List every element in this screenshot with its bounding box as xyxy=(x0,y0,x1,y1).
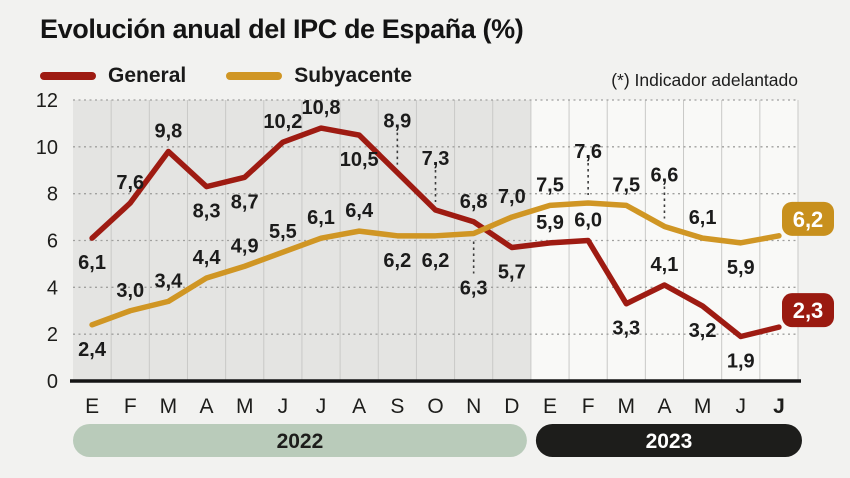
data-label-general-N10: 6,8 xyxy=(460,191,488,213)
footnote-advance-indicator: (*) Indicador adelantado xyxy=(611,70,798,90)
data-label-general-J17: 1,9 xyxy=(727,351,755,373)
data-label-general-F13: 6,0 xyxy=(574,210,602,232)
y-axis-label: 0 xyxy=(47,371,58,393)
data-label-subyacente-E0: 2,4 xyxy=(78,339,107,361)
data-label-general-F1: 7,6 xyxy=(116,172,144,194)
end-badge-label-general: 2,3 xyxy=(793,298,824,323)
data-label-subyacente-J17: 5,9 xyxy=(727,257,755,279)
data-label-subyacente-A3: 4,4 xyxy=(193,247,222,269)
year-pill-label-2023: 2023 xyxy=(646,430,693,453)
x-axis-label: J xyxy=(316,395,327,418)
end-badge-label-subyacente: 6,2 xyxy=(793,207,824,232)
data-label-general-A3: 8,3 xyxy=(193,201,221,223)
data-label-general-E12: 5,9 xyxy=(536,212,564,234)
x-axis-label: S xyxy=(390,395,404,418)
data-label-subyacente-S8: 6,2 xyxy=(383,250,411,272)
legend: General Subyacente xyxy=(40,64,452,88)
data-label-subyacente-N10: 6,3 xyxy=(460,277,488,299)
data-label-general-J6: 10,8 xyxy=(302,97,341,119)
data-label-general-A15: 4,1 xyxy=(651,254,679,276)
data-label-subyacente-J5: 5,5 xyxy=(269,221,297,243)
x-axis-label: O xyxy=(427,395,443,418)
data-label-subyacente-J6: 6,1 xyxy=(307,207,335,229)
chart-title: Evolución anual del IPC de España (%) xyxy=(40,14,524,44)
data-label-general-M14: 3,3 xyxy=(612,318,640,340)
y-axis-label: 4 xyxy=(47,277,58,299)
data-label-general-D11: 5,7 xyxy=(498,262,526,284)
legend-label-subyacente: Subyacente xyxy=(294,64,413,87)
x-axis-label: F xyxy=(124,395,137,418)
legend-swatch-subyacente xyxy=(226,72,283,80)
data-label-general-M2: 9,8 xyxy=(154,121,182,143)
y-axis-label: 10 xyxy=(36,137,58,159)
data-label-subyacente-M4: 4,9 xyxy=(231,235,259,257)
series-line-subyacente xyxy=(89,200,782,328)
year-pill-2022 xyxy=(73,424,527,457)
y-axis-label: 8 xyxy=(47,184,58,206)
data-label-subyacente-A7: 6,4 xyxy=(345,200,374,222)
data-label-general-O9: 7,3 xyxy=(422,148,450,170)
legend-label-general: General xyxy=(108,64,187,87)
end-badge-general xyxy=(782,293,834,328)
y-axis-label: 2 xyxy=(47,324,58,346)
end-badge-subyacente xyxy=(782,201,834,236)
data-label-general-A7: 10,5 xyxy=(340,149,379,171)
data-label-subyacente-F13: 7,6 xyxy=(574,141,602,163)
data-label-general-S8: 8,9 xyxy=(383,111,411,133)
x-axis-label: D xyxy=(504,395,519,418)
x-axis-label: A xyxy=(200,395,214,418)
x-axis-label: E xyxy=(85,395,99,418)
data-label-subyacente-M14: 7,5 xyxy=(612,174,640,196)
x-axis-label: M xyxy=(618,395,636,418)
data-label-subyacente-M2: 3,4 xyxy=(154,270,183,292)
data-label-subyacente-A15: 6,6 xyxy=(651,164,679,186)
y-axis-label: 6 xyxy=(47,231,58,253)
x-axis-label: M xyxy=(160,395,178,418)
data-label-subyacente-D11: 7,0 xyxy=(498,186,526,208)
year-pill-label-2022: 2022 xyxy=(277,430,324,453)
x-axis-label: J xyxy=(278,395,289,418)
data-label-subyacente-E12: 7,5 xyxy=(536,174,564,196)
x-axis-label: M xyxy=(236,395,254,418)
x-axis-label: A xyxy=(352,395,366,418)
data-label-general-J5: 10,2 xyxy=(263,111,302,133)
data-label-subyacente-F1: 3,0 xyxy=(116,280,144,302)
year-pill-2023 xyxy=(535,424,802,457)
x-axis-label: F xyxy=(582,395,595,418)
x-axis-label: M xyxy=(694,395,712,418)
data-label-general-E0: 6,1 xyxy=(78,252,106,274)
x-axis-label: A xyxy=(657,395,671,418)
x-axis-label: N xyxy=(466,395,481,418)
data-label-subyacente-M16: 6,1 xyxy=(689,207,717,229)
x-axis-label: J xyxy=(736,395,747,418)
y-axis-label: 12 xyxy=(36,90,58,112)
x-axis-label: E xyxy=(543,395,557,418)
legend-swatch-general xyxy=(40,72,96,80)
series-line-general xyxy=(89,125,782,340)
x-axis-label: J xyxy=(773,395,785,418)
data-label-subyacente-O9: 6,2 xyxy=(422,250,450,272)
data-label-general-M4: 8,7 xyxy=(231,191,259,213)
data-label-general-M16: 3,2 xyxy=(689,320,717,342)
